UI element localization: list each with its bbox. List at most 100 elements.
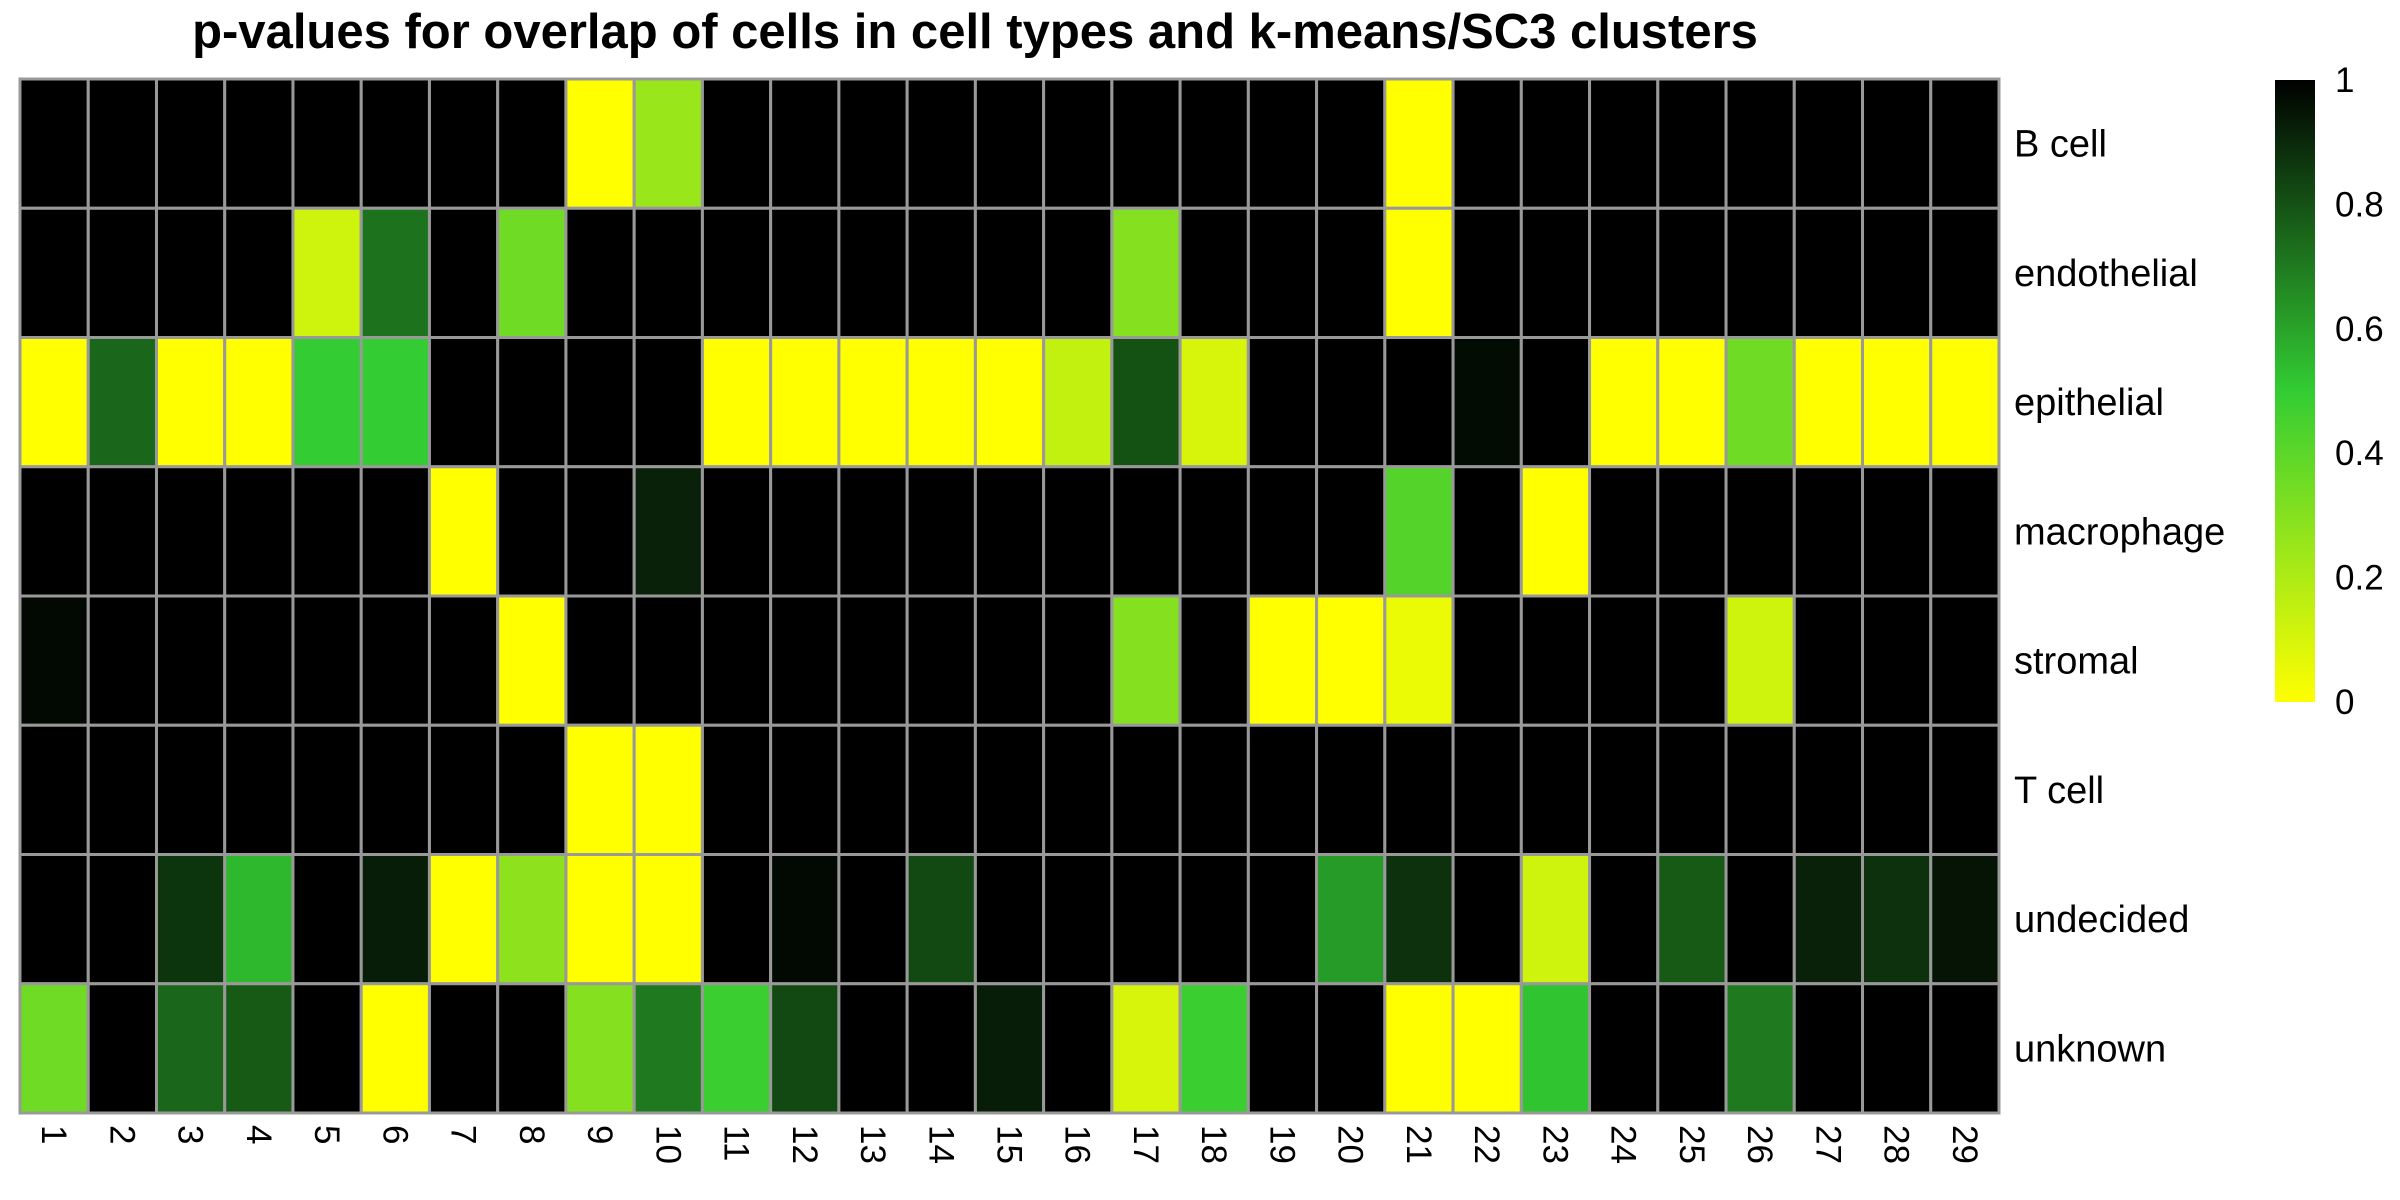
heatmap-cell — [1451, 853, 1523, 986]
row-label: epithelial — [2014, 382, 2164, 424]
heatmap-cell — [1042, 206, 1114, 339]
heatmap-cell — [973, 853, 1046, 986]
heatmap-cell — [1315, 853, 1387, 986]
heatmap-cell — [905, 723, 977, 856]
column-label: 23 — [1535, 1125, 1574, 1164]
heatmap-cell — [564, 206, 636, 339]
row-label: unknown — [2014, 1028, 2166, 1070]
heatmap-cell — [1178, 465, 1250, 598]
heatmap-cell — [769, 206, 841, 339]
heatmap-cell — [427, 77, 500, 210]
heatmap-cell — [223, 723, 295, 856]
heatmap-cell — [1588, 465, 1660, 598]
heatmap-cell — [223, 853, 295, 986]
heatmap-cell — [769, 982, 841, 1115]
heatmap-cell — [1178, 982, 1250, 1115]
heatmap-cell — [1519, 853, 1592, 986]
heatmap-cell — [1792, 723, 1865, 856]
heatmap-cell — [1929, 465, 2001, 598]
heatmap-cell — [564, 77, 636, 210]
heatmap-cell — [1042, 77, 1114, 210]
heatmap-cell — [1178, 77, 1250, 210]
heatmap-cell — [1656, 594, 1728, 727]
heatmap-cell — [496, 982, 568, 1115]
row-label: endothelial — [2014, 253, 2198, 295]
heatmap-cell — [973, 336, 1046, 469]
heatmap-cell — [1519, 465, 1592, 598]
heatmap-cell — [291, 594, 363, 727]
heatmap-cell — [837, 853, 909, 986]
heatmap-cell — [700, 982, 773, 1115]
heatmap-cell — [1178, 853, 1250, 986]
heatmap-cell — [291, 77, 363, 210]
heatmap-cell — [427, 723, 500, 856]
heatmap-cell — [1246, 77, 1319, 210]
heatmap-cell — [1315, 465, 1387, 598]
heatmap-cell — [837, 77, 909, 210]
heatmap-cell — [1383, 465, 1455, 598]
heatmap-cell — [1110, 77, 1182, 210]
heatmap-cell — [86, 723, 158, 856]
heatmap-cell — [1724, 77, 1796, 210]
heatmap-cell — [291, 336, 363, 469]
heatmap-cell — [86, 465, 158, 598]
heatmap-cell — [632, 206, 704, 339]
heatmap-cell — [1792, 594, 1865, 727]
heatmap-cell — [564, 594, 636, 727]
column-label: 25 — [1672, 1125, 1711, 1164]
row-label: B cell — [2014, 124, 2107, 166]
heatmap-cell — [1451, 982, 1523, 1115]
heatmap-cell — [1246, 465, 1319, 598]
column-label: 15 — [990, 1125, 1029, 1164]
heatmap-cell — [1383, 982, 1455, 1115]
heatmap-cell — [700, 853, 773, 986]
heatmap-cell — [154, 336, 227, 469]
column-label: 2 — [102, 1125, 141, 1144]
heatmap-cell — [973, 594, 1046, 727]
heatmap-cell — [973, 77, 1046, 210]
heatmap-cell — [223, 594, 295, 727]
heatmap-cell — [1724, 982, 1796, 1115]
heatmap-cell — [1383, 206, 1455, 339]
heatmap-cell — [154, 594, 227, 727]
heatmap-cell — [1861, 594, 1933, 727]
heatmap-cell — [1110, 206, 1182, 339]
heatmap-cell — [1929, 982, 2001, 1115]
column-label: 10 — [648, 1125, 687, 1164]
heatmap-cell — [223, 465, 295, 598]
heatmap-cell — [1451, 206, 1523, 339]
colorbar-tick-label: 0.4 — [2335, 434, 2384, 473]
heatmap-cell — [564, 982, 636, 1115]
heatmap-cell — [1861, 336, 1933, 469]
heatmap-cell — [154, 853, 227, 986]
heatmap-cell — [496, 723, 568, 856]
heatmap-cell — [1519, 77, 1592, 210]
heatmap-cell — [1178, 336, 1250, 469]
heatmap-cell — [496, 594, 568, 727]
heatmap-cell — [1792, 336, 1865, 469]
heatmap-cell — [1042, 982, 1114, 1115]
heatmap-cell — [1519, 206, 1592, 339]
heatmap-cell — [632, 465, 704, 598]
heatmap-cell — [1656, 853, 1728, 986]
heatmap-cell — [837, 465, 909, 598]
column-label: 13 — [853, 1125, 892, 1164]
row-label: undecided — [2014, 899, 2189, 941]
heatmap-cell — [1178, 723, 1250, 856]
heatmap-cell — [18, 723, 90, 856]
column-label: 21 — [1399, 1125, 1438, 1164]
heatmap-cell — [1588, 77, 1660, 210]
heatmap-cell — [564, 465, 636, 598]
heatmap-cell — [291, 853, 363, 986]
heatmap-cell — [359, 465, 431, 598]
heatmap-cell — [905, 853, 977, 986]
heatmap-cell — [18, 336, 90, 469]
heatmap-cell — [1792, 206, 1865, 339]
heatmap-cell — [1383, 723, 1455, 856]
colorbar-tick-label: 0.8 — [2335, 185, 2384, 224]
heatmap-cell — [1246, 853, 1319, 986]
column-label: 6 — [375, 1125, 414, 1144]
heatmap-cell — [1315, 982, 1387, 1115]
heatmap-cell — [18, 982, 90, 1115]
heatmap-cell — [427, 206, 500, 339]
